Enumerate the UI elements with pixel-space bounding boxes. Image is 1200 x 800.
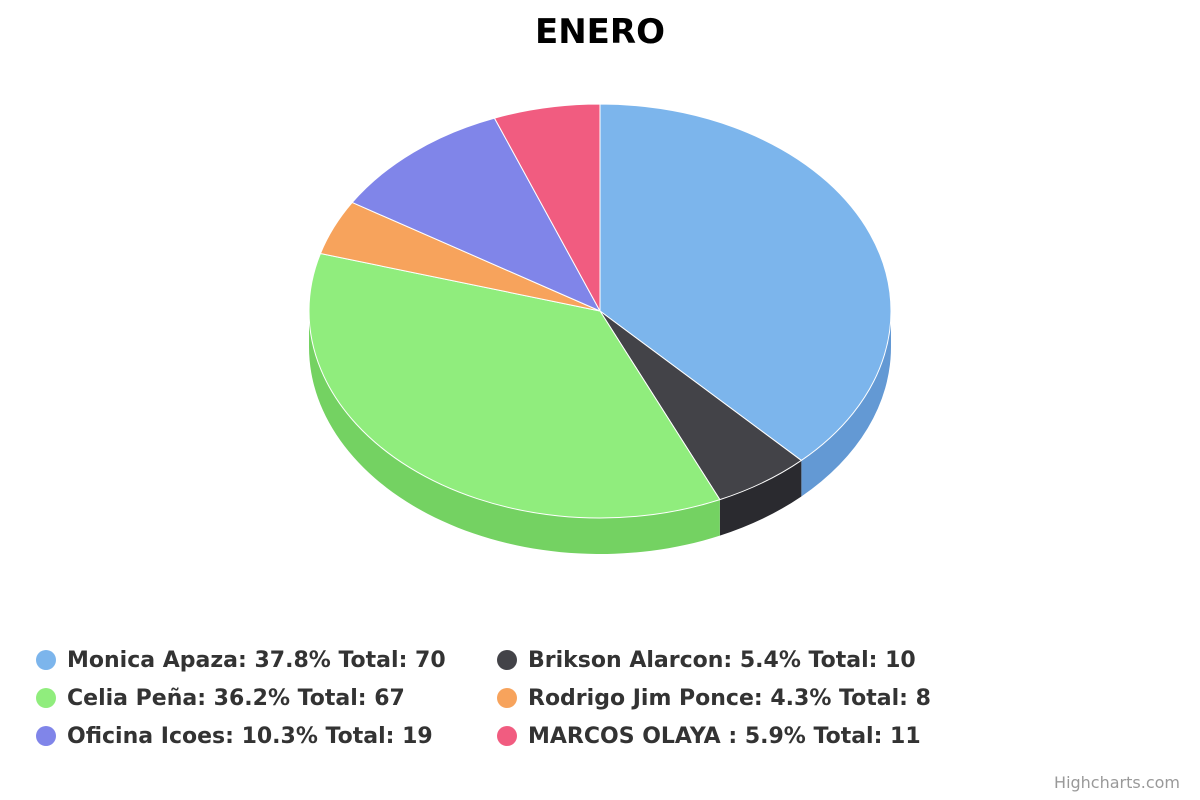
- legend-label: Brikson Alarcon: 5.4% Total: 10: [528, 647, 916, 673]
- legend-symbol: [36, 650, 56, 670]
- legend-item-celia-pena[interactable]: Celia Peña: 36.2% Total: 67: [36, 680, 405, 716]
- pie-sides: [309, 311, 892, 554]
- legend-symbol: [497, 650, 517, 670]
- legend-item-rodrigo-jim-ponce[interactable]: Rodrigo Jim Ponce: 4.3% Total: 8: [497, 680, 931, 716]
- pie-slice-oficina-icoes[interactable]: [351, 117, 601, 312]
- chart-title: ENERO: [535, 12, 665, 52]
- pie-slice-monica-apaza[interactable]: [599, 103, 892, 461]
- pie-chart: [308, 103, 892, 554]
- pie-slice-marcos-olaya[interactable]: [493, 103, 601, 312]
- legend-symbol: [36, 726, 56, 746]
- legend-symbol: [497, 688, 517, 708]
- legend-item-marcos-olaya[interactable]: MARCOS OLAYA : 5.9% Total: 11: [497, 718, 921, 754]
- pie-tops: [308, 103, 892, 519]
- pie-side-brikson-alarcon: [719, 460, 802, 536]
- legend-symbol: [497, 726, 517, 746]
- legend-label: MARCOS OLAYA : 5.9% Total: 11: [528, 723, 921, 749]
- legend-label: Oficina Icoes: 10.3% Total: 19: [67, 723, 433, 749]
- legend-item-monica-apaza[interactable]: Monica Apaza: 37.8% Total: 70: [36, 642, 446, 678]
- credits-link[interactable]: Highcharts.com: [1054, 773, 1180, 792]
- legend-label: Monica Apaza: 37.8% Total: 70: [67, 647, 446, 673]
- legend-label: Celia Peña: 36.2% Total: 67: [67, 685, 405, 711]
- legend-item-oficina-icoes[interactable]: Oficina Icoes: 10.3% Total: 19: [36, 718, 433, 754]
- legend-label: Rodrigo Jim Ponce: 4.3% Total: 8: [528, 685, 931, 711]
- pie-slice-celia-pena[interactable]: [308, 253, 721, 519]
- legend-symbol: [36, 688, 56, 708]
- legend-item-brikson-alarcon[interactable]: Brikson Alarcon: 5.4% Total: 10: [497, 642, 916, 678]
- pie-side-monica-apaza: [801, 311, 892, 497]
- pie-side-celia-pena: [309, 311, 720, 554]
